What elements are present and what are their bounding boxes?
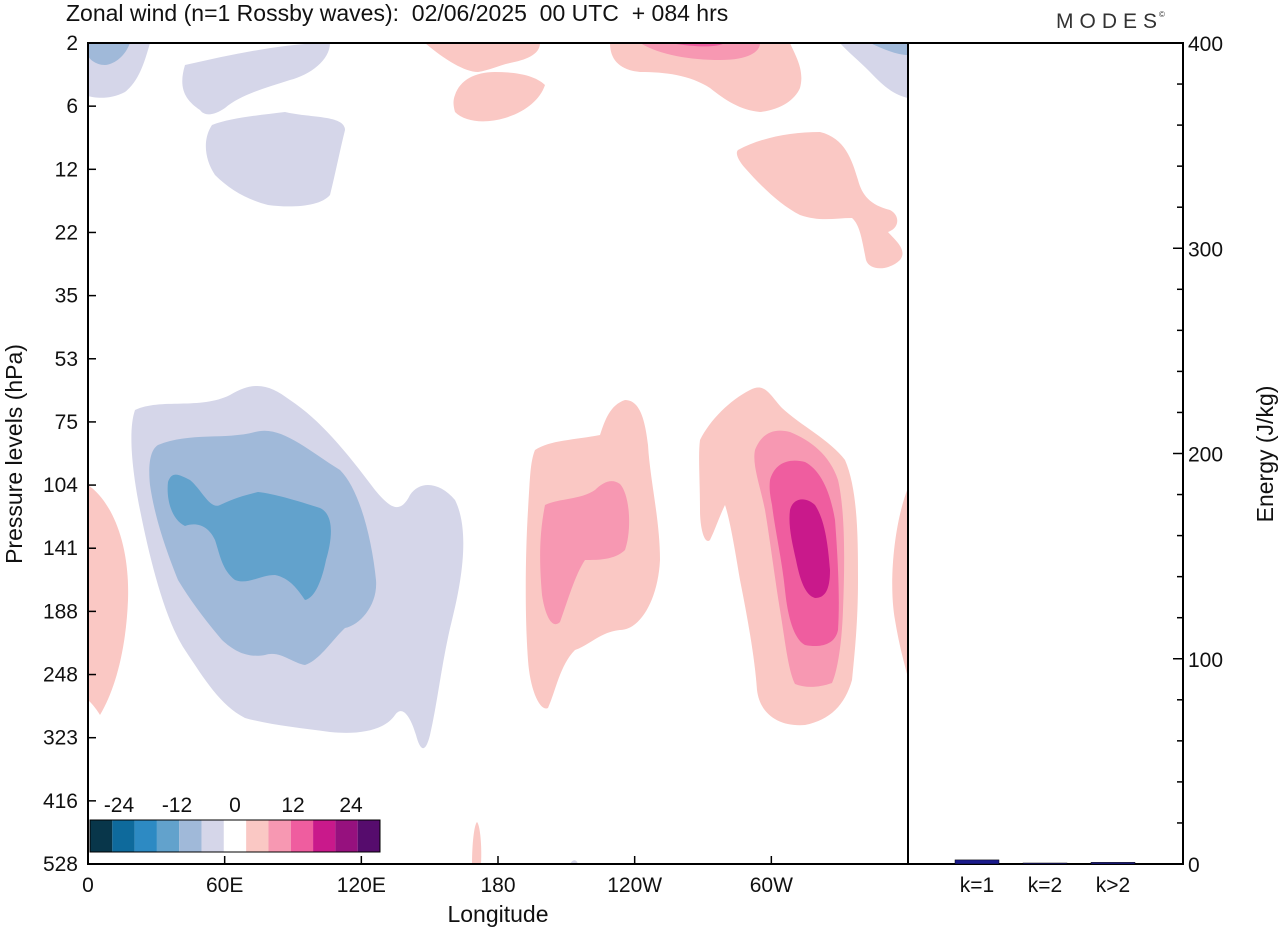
energy-tick-label: 100	[1188, 649, 1223, 672]
contour-pos1-edge-right	[892, 488, 908, 678]
y-tick-label: 75	[55, 411, 78, 434]
colorbar-swatch	[357, 820, 380, 852]
energy-tick-label: 400	[1188, 33, 1223, 56]
y-tick-label: 323	[43, 727, 78, 750]
contour-pos2-upper-60w	[640, 43, 760, 60]
energy-tick-label: 300	[1188, 238, 1223, 261]
colorbar-tick-label: 0	[229, 794, 241, 817]
energy-axis: 0 100 200 300 400	[1173, 33, 1223, 877]
y-tick-label: 104	[43, 474, 78, 497]
y-tick-label: 22	[55, 221, 78, 244]
y-axis: 2 6 12 22 35 53 75 104 141 188 248 323 416 528	[43, 32, 96, 876]
colorbar-swatch	[90, 820, 113, 852]
y-tick-label: 35	[55, 285, 78, 308]
y-tick-label: 188	[43, 600, 78, 623]
logo-mark: ©	[1159, 10, 1165, 19]
colorbar-swatch	[156, 820, 180, 852]
colorbar: -24 -12 0 12 24	[86, 782, 386, 858]
colorbar-swatch	[268, 820, 291, 852]
energy-tick-label: 200	[1188, 444, 1223, 467]
y-tick-label: 528	[43, 853, 78, 876]
contour-pos2-mid	[540, 481, 630, 625]
contour-pos1-upper-60w	[610, 43, 802, 112]
modes-logo: MODES©	[1056, 10, 1165, 34]
x-tick-label: 60E	[206, 874, 243, 897]
y-tick-label: 12	[55, 158, 78, 181]
x-tick-label: 180	[480, 874, 515, 897]
contour-neg1-upper-60e	[205, 112, 345, 207]
energy-bar	[954, 859, 1000, 865]
colorbar-swatch	[313, 820, 336, 852]
x-tick-label: 60W	[750, 874, 793, 897]
y-axis-title: Pressure levels (hPa)	[1, 344, 27, 564]
contour-neg3-main	[167, 474, 331, 600]
colorbar-tick-label: -12	[162, 794, 192, 817]
y-tick-label: 416	[43, 790, 78, 813]
y-tick-label: 53	[55, 348, 78, 371]
energy-bars: k=1 k=2 k>2	[954, 859, 1136, 897]
contour-pos4-60w	[789, 499, 830, 598]
energy-category-label: k>2	[1096, 874, 1130, 897]
contour-neg2-upper-right	[870, 43, 908, 55]
contour-field	[88, 43, 908, 864]
y-tick-label: 248	[43, 664, 78, 687]
colorbar-swatch	[112, 820, 135, 852]
contour-pos1-upper-right	[736, 132, 903, 269]
x-tick-label: 120E	[337, 874, 386, 897]
contour-neg1-upper-mid	[182, 43, 330, 115]
contour-pos1-upper-dateline	[425, 43, 540, 72]
colorbar-swatch	[134, 820, 157, 852]
contour-pos1-lower-spot	[472, 822, 482, 864]
y-tick-label: 141	[43, 537, 78, 560]
energy-category-label: k=2	[1028, 874, 1062, 897]
contour-neg1-upper-right	[840, 43, 908, 98]
colorbar-swatch	[246, 820, 269, 852]
energy-category-label: k=1	[960, 874, 994, 897]
energy-bar	[1022, 862, 1068, 865]
colorbar-swatch	[335, 820, 358, 852]
x-axis-title: Longitude	[447, 901, 548, 927]
colorbar-swatch	[201, 820, 224, 852]
logo-text: MODES	[1056, 10, 1164, 33]
colorbar-tick-label: -24	[104, 794, 135, 817]
energy-tick-label: 0	[1188, 854, 1200, 877]
colorbar-frame	[89, 819, 381, 853]
chart-title: Zonal wind (n=1 Rossby waves): 02/06/202…	[66, 0, 729, 26]
colorbar-tick-label: 24	[339, 794, 363, 817]
colorbar-swatch	[179, 820, 202, 852]
contour-pos1-edge-left	[88, 485, 129, 715]
y-tick-label: 2	[66, 32, 78, 55]
energy-axis-title: Energy (J/kg)	[1252, 386, 1278, 523]
contour-pos1-upper-dateline-2	[453, 72, 545, 122]
energy-bar	[1090, 862, 1136, 865]
x-tick-label: 0	[82, 874, 94, 897]
y-tick-label: 6	[66, 95, 78, 118]
x-tick-label: 120W	[607, 874, 662, 897]
colorbar-tick-label: 12	[281, 794, 304, 817]
colorbar-swatch	[223, 820, 247, 852]
colorbar-swatch	[290, 820, 314, 852]
contour-neg2-upper-left	[88, 43, 130, 65]
x-axis: 0 60E 120E 180 120W 60W	[82, 856, 793, 897]
energy-plot-frame	[907, 42, 1184, 865]
